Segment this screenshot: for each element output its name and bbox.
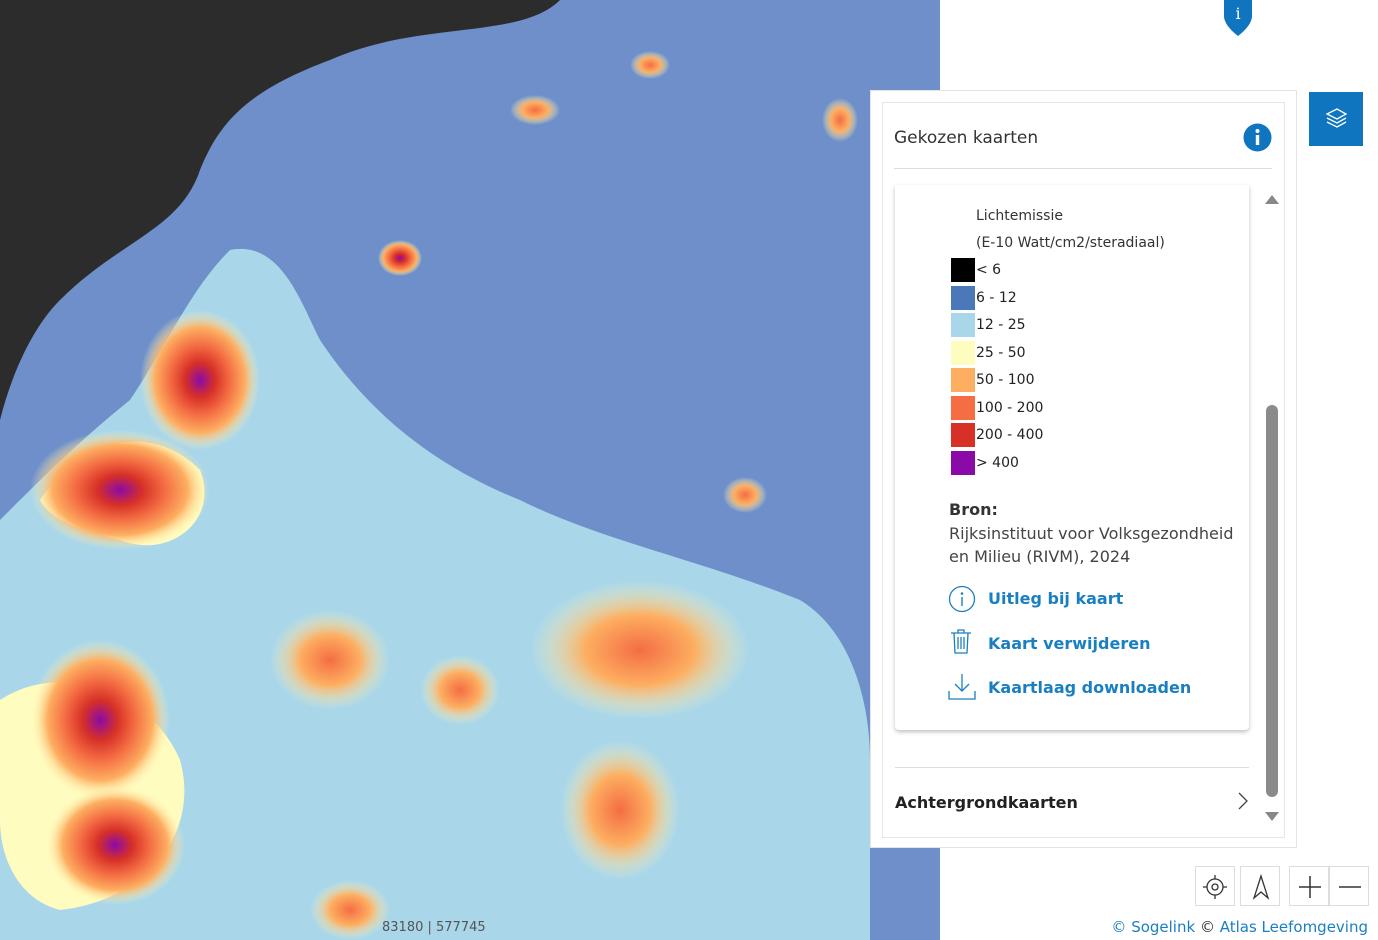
layers-button[interactable] xyxy=(1309,92,1363,146)
attribution-separator: © xyxy=(1199,918,1215,936)
legend-label: 6 - 12 xyxy=(976,289,1017,306)
locate-icon xyxy=(1203,875,1227,899)
action-link[interactable]: Kaartlaag downloaden xyxy=(988,678,1192,697)
download-icon[interactable] xyxy=(948,673,976,701)
svg-text:i: i xyxy=(1235,4,1240,23)
action-link[interactable]: Kaart verwijderen xyxy=(988,634,1151,653)
panel-title: Gekozen kaarten xyxy=(894,128,1039,148)
locate-button[interactable] xyxy=(1195,866,1235,906)
chevron[interactable] xyxy=(1237,792,1249,810)
legend-swatch xyxy=(951,313,975,337)
legend-label: 12 - 25 xyxy=(976,317,1026,333)
legend-swatch xyxy=(951,395,975,420)
attribution-link[interactable]: Atlas Leefomgeving xyxy=(1219,918,1368,936)
source: Rijksinstituut voor Volksgezondheid en M… xyxy=(949,524,1234,566)
divider xyxy=(894,168,1272,169)
map[interactable] xyxy=(0,0,940,940)
legend-label: 50 - 100 xyxy=(976,372,1035,388)
legend-label: < 6 xyxy=(976,262,1002,278)
layers-icon xyxy=(1325,108,1348,128)
background-maps[interactable]: Achtergrondkaarten xyxy=(895,793,1078,812)
legend-swatch xyxy=(951,340,975,365)
map-coordinates: 83180 | 577745 xyxy=(382,920,486,935)
zoom-out[interactable] xyxy=(1329,866,1369,906)
legend-swatch xyxy=(951,450,975,475)
plus-icon xyxy=(1299,876,1321,898)
scroll-up[interactable] xyxy=(1264,192,1280,208)
legend-swatch xyxy=(951,285,975,310)
north-button[interactable] xyxy=(1240,866,1280,906)
attribution-link[interactable]: © Sogelink xyxy=(1111,918,1196,936)
info-icon[interactable] xyxy=(948,585,976,613)
legend-swatch xyxy=(951,258,975,282)
legend-swatch xyxy=(951,368,975,392)
scrollbar-thumb[interactable] xyxy=(1266,405,1278,797)
source-label: Bron: xyxy=(949,500,998,519)
legend-label: 200 - 400 xyxy=(976,427,1044,443)
legend-title: Lichtemissie xyxy=(976,208,1063,224)
zoom-in[interactable] xyxy=(1289,866,1329,906)
legend-unit: (E-10 Watt/cm2/steradiaal) xyxy=(976,235,1165,251)
divider xyxy=(895,767,1249,768)
trash-icon[interactable] xyxy=(950,629,974,655)
action-link[interactable]: Uitleg bij kaart xyxy=(988,589,1124,608)
info-pin[interactable]: i xyxy=(1222,0,1254,38)
legend-swatch xyxy=(951,423,975,447)
minus-icon xyxy=(1339,886,1361,888)
legend-label: 25 - 50 xyxy=(976,344,1026,361)
scroll-down[interactable] xyxy=(1264,808,1280,824)
legend-label: > 400 xyxy=(976,454,1019,471)
legend-label: 100 - 200 xyxy=(976,399,1044,416)
info-button[interactable] xyxy=(1243,123,1272,152)
north-icon xyxy=(1252,873,1270,900)
attribution: © Sogelink © Atlas Leefomgeving xyxy=(1111,918,1368,936)
